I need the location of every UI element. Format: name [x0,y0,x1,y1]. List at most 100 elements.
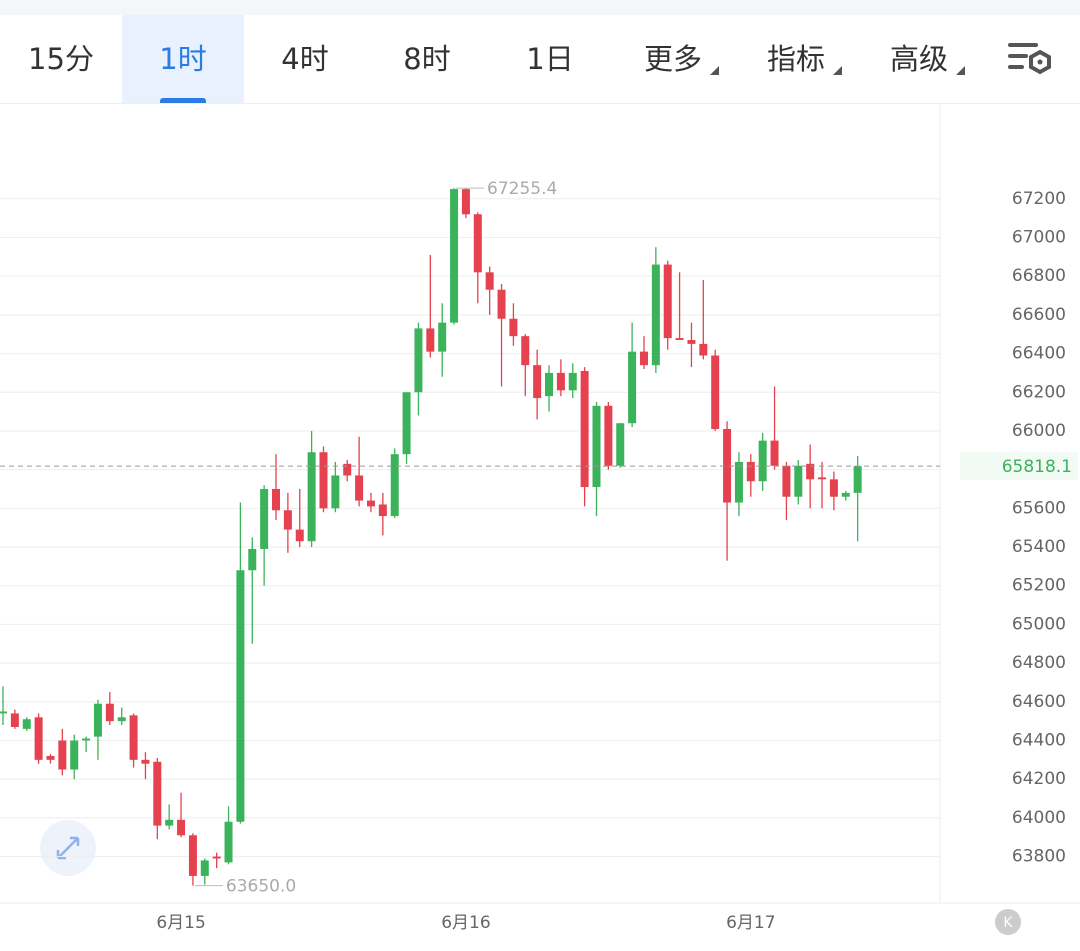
candle-body [473,214,482,273]
candle-body [46,755,55,760]
candle-body [141,759,150,764]
tab[interactable]: 高级 [889,42,948,76]
candle-body [628,351,637,424]
annotation-label: 67255.4 [487,179,557,199]
y-tick-label: 63800 [1012,847,1066,867]
status-strip [0,0,1080,15]
y-tick-label: 65000 [1012,614,1066,634]
candle-body [153,761,162,826]
candle-body [200,860,209,876]
candle-body [651,264,660,366]
y-tick-label: 66800 [1012,266,1066,286]
candle-body [272,488,281,511]
y-tick-label: 66200 [1012,382,1066,402]
candle-body [58,740,67,770]
candle-body [343,463,352,476]
dropdown-arrow [956,66,965,75]
candle-body [711,355,720,430]
candle-body [188,835,197,876]
y-tick-label: 65400 [1012,537,1066,557]
candle-body [545,372,554,397]
candle-body [248,548,257,571]
candle-body [687,340,696,344]
candle-body [485,272,494,290]
candle-body [331,475,340,509]
candle-body [224,821,233,863]
candle-body [592,405,601,488]
candle-body [82,738,91,741]
candle-body [414,328,423,393]
candle-body [34,717,43,760]
candle-body [663,264,672,339]
candle-body [533,365,542,399]
candle-body [829,479,838,497]
annotation-label: 63650.0 [226,877,296,897]
dropdown-arrow [710,66,719,75]
y-tick-label: 67200 [1012,189,1066,209]
candle-body [841,492,850,497]
candle-body [497,289,506,319]
candle-body [426,328,435,352]
y-tick-label: 66600 [1012,305,1066,325]
y-tick-label: 66400 [1012,344,1066,364]
y-tick-label: 67000 [1012,227,1066,247]
candle-body [568,372,577,391]
candle-body [723,429,732,503]
candle-body [580,370,589,488]
zoom-icon [56,836,80,860]
candle-body [295,529,304,542]
candle-body [770,440,779,466]
candle-body [782,465,791,497]
x-tick-label: 6月16 [441,913,490,933]
badge-circle[interactable] [995,909,1021,935]
candle-body [0,711,7,714]
y-tick-label: 64200 [1012,769,1066,789]
candle-body [177,819,186,836]
candle-body [758,440,767,482]
candle-body [355,475,364,501]
candle-body [806,463,815,480]
badge-label: K [1003,915,1013,931]
candle-body [22,719,31,729]
candle-body [366,500,375,507]
candle-body [283,510,292,530]
candle-body [212,856,221,859]
candle-body [260,488,269,549]
candle-body [521,336,530,366]
candle-body [390,454,399,517]
tab[interactable]: 8时 [403,42,451,76]
candle-body [236,570,245,822]
y-tick-label: 65200 [1012,576,1066,596]
candle-body [450,189,459,323]
y-tick-label: 65600 [1012,498,1066,518]
candle-body [699,343,708,356]
candle-body [853,466,862,493]
candle-body [70,740,79,770]
y-tick-label: 66000 [1012,421,1066,441]
last-price-badge [960,452,1078,481]
candle-body [129,715,138,760]
candle-body [794,465,803,497]
tab[interactable]: 指标 [766,42,825,76]
last-price-label: 65818.1 [1002,457,1072,477]
candle-body [818,477,827,480]
tab[interactable]: 更多 [643,42,702,76]
tab[interactable]: 1日 [526,42,574,76]
tab-selected[interactable]: 1时 [122,15,244,103]
candle-body [556,372,565,391]
candle-body [165,819,174,826]
tab[interactable]: 15分 [28,42,94,76]
x-tick-label: 6月17 [726,913,775,933]
candle-body [319,452,328,509]
settings-icon[interactable] [1005,40,1053,80]
y-tick-label: 64600 [1012,692,1066,712]
y-tick-label: 64400 [1012,730,1066,750]
candle-body [402,392,411,455]
candle-body [10,713,19,727]
x-tick-label: 6月15 [156,913,205,933]
tab[interactable]: 4时 [281,42,329,76]
candle-body [616,423,625,466]
candle-body [734,461,743,503]
dropdown-arrow [833,66,842,75]
